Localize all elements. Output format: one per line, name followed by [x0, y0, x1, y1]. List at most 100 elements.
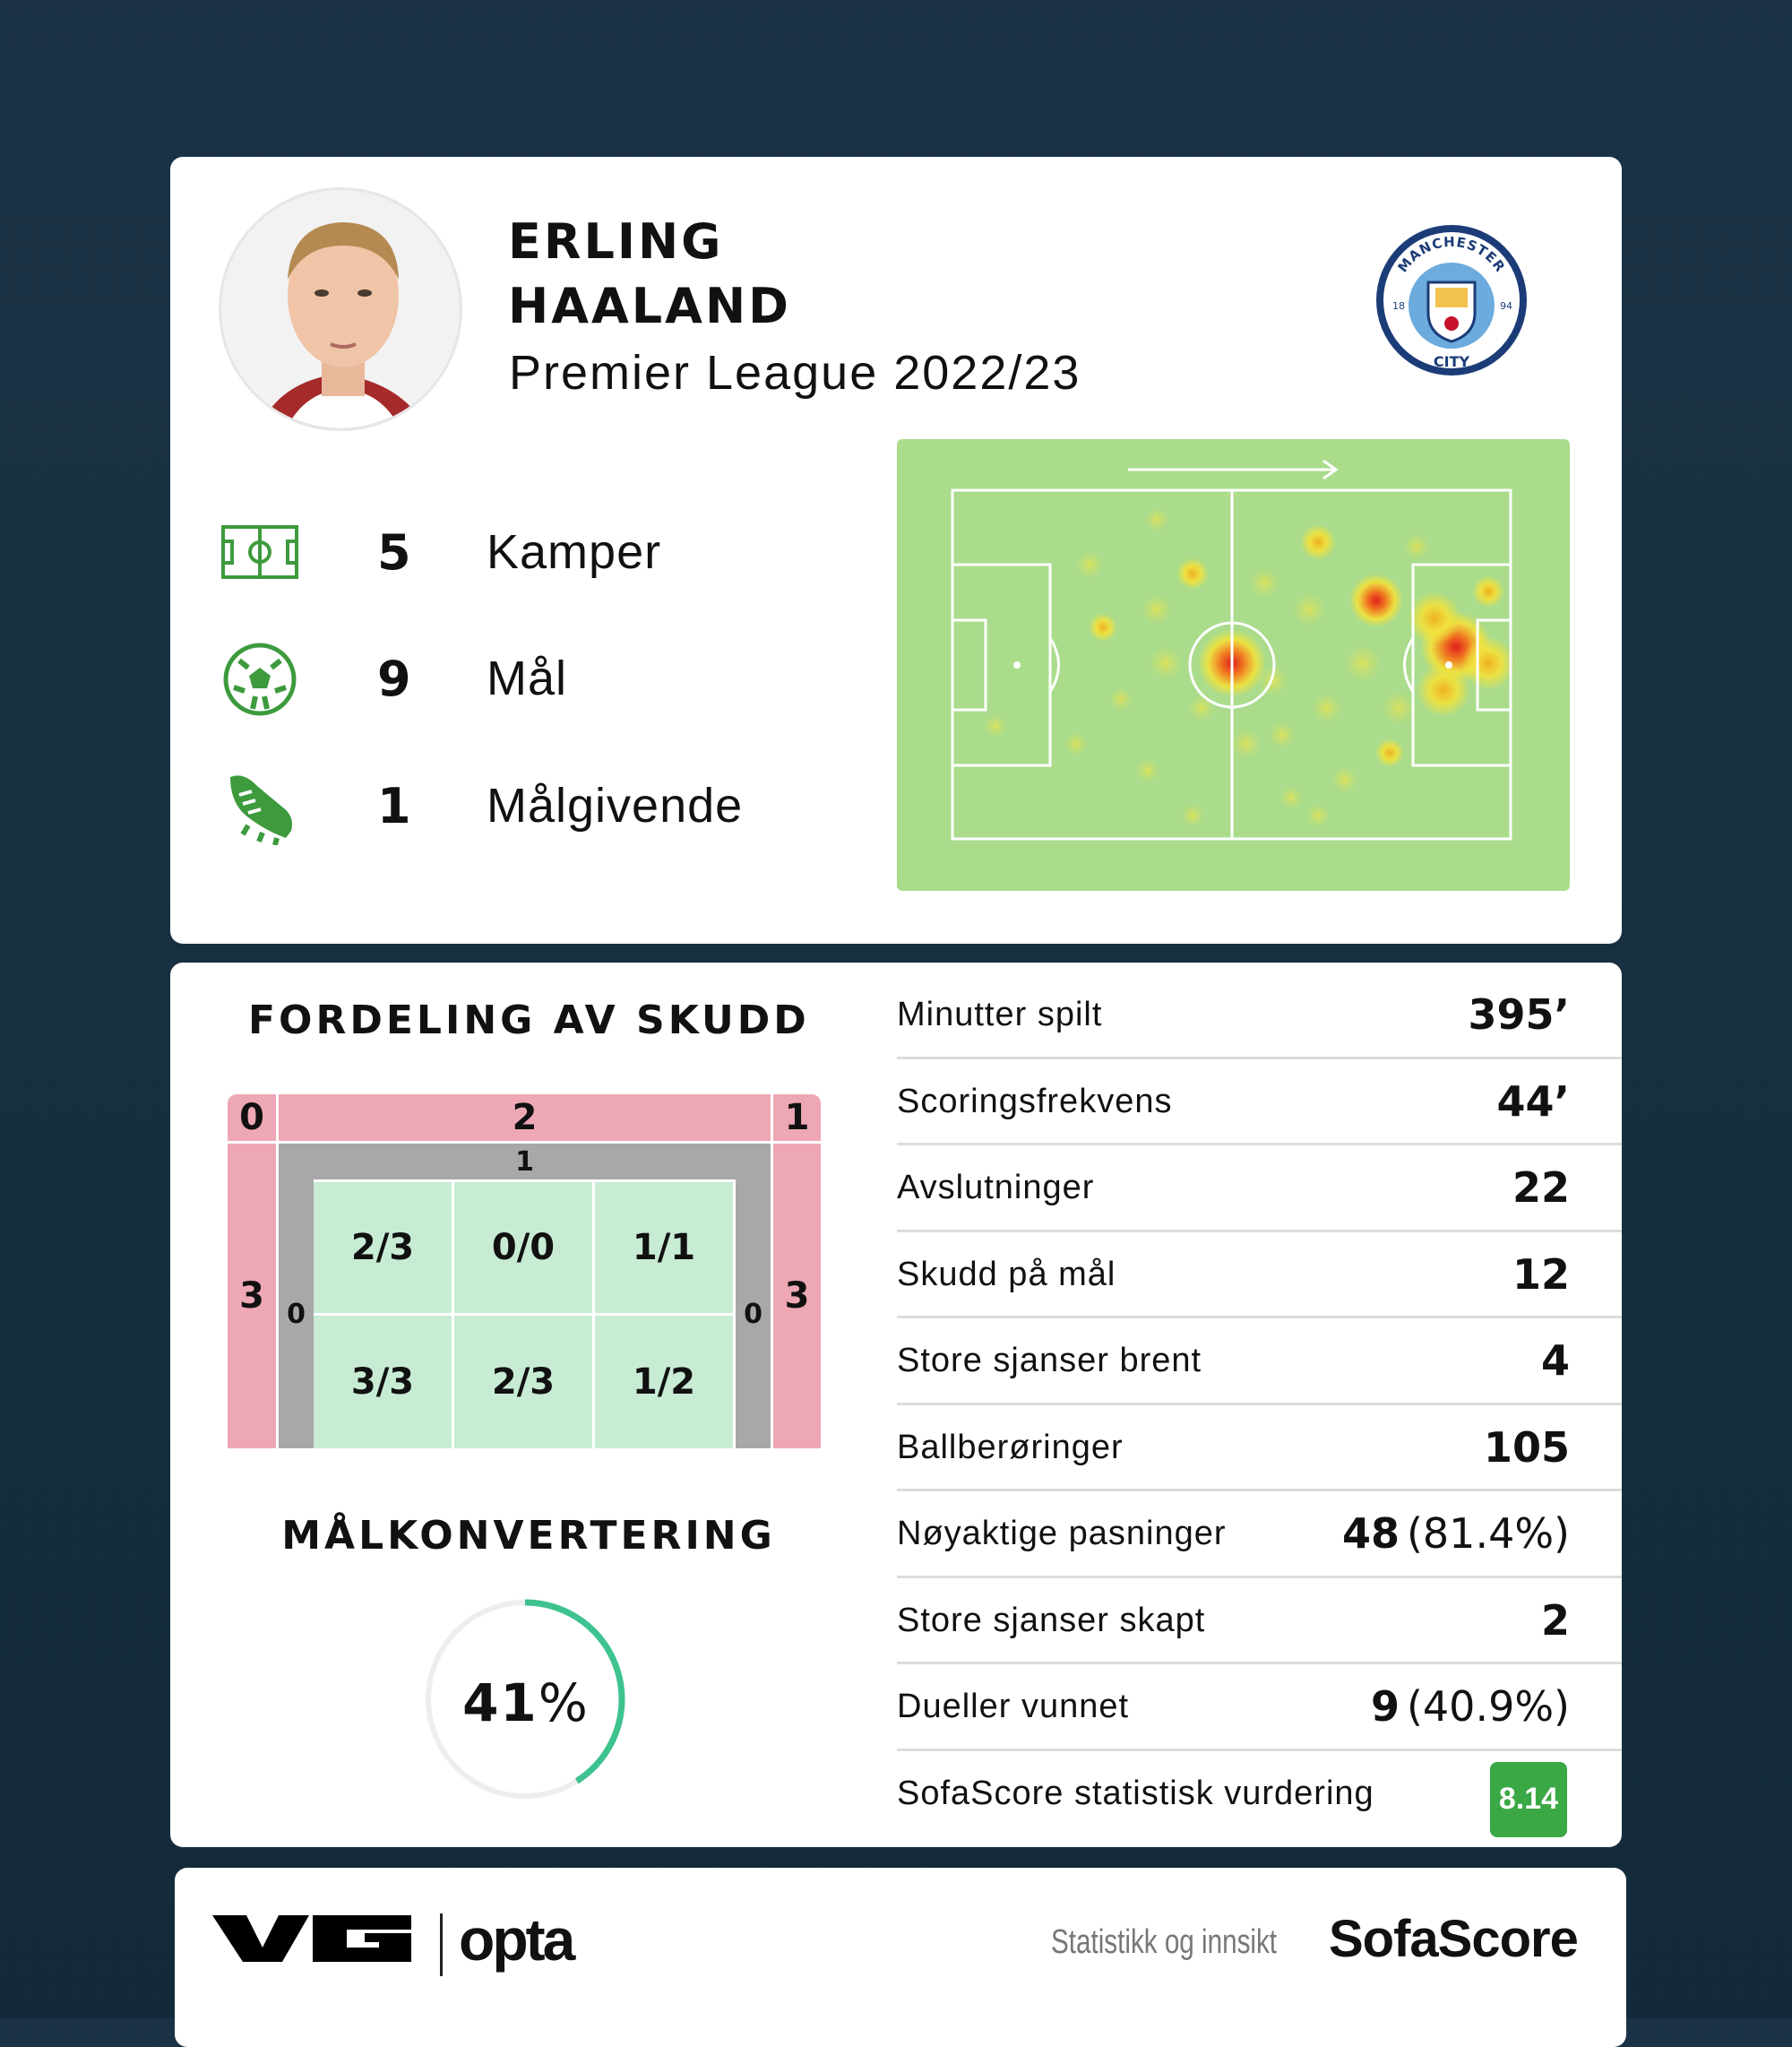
- opta-logo: opta: [459, 1906, 575, 1973]
- conversion-value: 41%: [462, 1672, 588, 1733]
- conversion-title: MÅLKONVERTERING: [281, 1513, 776, 1559]
- club-badge: MANCHESTER 18 94 CITY: [1374, 223, 1529, 377]
- stat-label: Minutter spilt: [897, 996, 1103, 1033]
- heatmap-spot: [1343, 643, 1383, 683]
- heatmap-blobs: [983, 507, 1515, 828]
- goals-value: 9: [377, 651, 411, 707]
- stat-value: 105: [1484, 1423, 1570, 1472]
- stat-value: 4: [1541, 1336, 1570, 1385]
- shots-outer-right: 3: [773, 1144, 821, 1448]
- stat-number: 48: [1341, 1509, 1400, 1558]
- stat-value: 44’: [1497, 1077, 1571, 1126]
- stat-value: 22: [1512, 1163, 1570, 1212]
- badge-text-bottom: CITY: [1434, 353, 1470, 370]
- heatmap-spot: [1089, 613, 1117, 642]
- stat-row: Avslutninger 22: [897, 1145, 1622, 1232]
- stat-value: 48 (81.4%): [1342, 1509, 1570, 1558]
- stat-row: Ballberøringer 105: [897, 1405, 1622, 1491]
- heatmap-spot: [1375, 738, 1404, 767]
- heatmap-spot: [1141, 593, 1173, 626]
- heatmap-spot: [1331, 765, 1359, 794]
- stat-value: 395’: [1469, 990, 1571, 1039]
- heatmap-spot: [1144, 507, 1169, 532]
- stat-number: 9: [1370, 1682, 1400, 1731]
- rating-badge: 8.14: [1490, 1761, 1567, 1837]
- assists-label: Målgivende: [487, 779, 744, 833]
- goal-zone-cell: 2/3: [314, 1182, 452, 1313]
- heatmap-spot: [1248, 566, 1280, 599]
- heatmap-spot: [1402, 532, 1431, 561]
- goal-zone-cell: 3/3: [314, 1316, 452, 1448]
- player-avatar: [219, 187, 462, 431]
- conversion-donut: 41%: [421, 1595, 629, 1803]
- shots-outer-top-right: 1: [773, 1094, 821, 1141]
- stat-row: Skudd på mål 12: [897, 1232, 1622, 1318]
- shots-outer-top: 2: [279, 1094, 771, 1141]
- heatmap: [897, 439, 1570, 891]
- matches-value: 5: [377, 524, 411, 581]
- footer-card: [175, 1868, 1626, 2047]
- stat-number: 44’: [1496, 1076, 1571, 1126]
- shots-post-left: 0: [279, 1179, 314, 1448]
- stat-label: Store sjanser brent: [897, 1342, 1202, 1379]
- heatmap-spot: [1187, 694, 1216, 722]
- heatmap-spot: [1268, 721, 1297, 749]
- stat-label: Scoringsfrekvens: [897, 1082, 1173, 1120]
- footer-divider: [440, 1913, 443, 1976]
- stat-percent: (81.4%): [1406, 1509, 1570, 1558]
- stat-number: 2: [1540, 1595, 1570, 1645]
- sofascore-logo: SofaScore: [1329, 1910, 1579, 1968]
- shot-distribution-title: FORDELING AV SKUDD: [248, 998, 810, 1043]
- heatmap-spot: [1461, 636, 1515, 690]
- stat-label: Nøyaktige pasninger: [897, 1515, 1227, 1552]
- stat-number: 395’: [1468, 990, 1571, 1039]
- heatmap-spot: [1305, 803, 1331, 828]
- vg-logo: [212, 1913, 414, 1967]
- stat-label: Store sjanser skapt: [897, 1601, 1206, 1639]
- stat-row: Scoringsfrekvens 44’: [897, 1059, 1622, 1145]
- heatmap-spot: [1148, 645, 1184, 681]
- heatmap-spot: [1180, 803, 1205, 828]
- stat-number: 22: [1512, 1163, 1570, 1212]
- stat-row: SofaScore statistisk vurdering 8.14: [897, 1751, 1622, 1838]
- assists-value: 1: [377, 778, 411, 834]
- player-last-name: HAALAND: [508, 278, 791, 334]
- footer-tagline: Statistikk og innsikt: [1051, 1923, 1278, 1961]
- goal-map: 0 2 1 3 3 1 0 0 2/3 0/0 1/1 3/3 2/3 1/2: [228, 1094, 821, 1448]
- shots-outer-left: 3: [228, 1144, 276, 1448]
- badge-year-left: 18: [1392, 300, 1405, 312]
- heatmap-spot: [1472, 575, 1504, 608]
- heatmap-spot: [1349, 574, 1403, 627]
- shots-post-right: 0: [736, 1179, 771, 1448]
- heatmap-spot: [1417, 663, 1470, 717]
- stat-percent: (40.9%): [1406, 1682, 1570, 1731]
- heatmap-spot: [1311, 692, 1343, 724]
- heatmap-spot: [1064, 731, 1089, 756]
- heatmap-spot: [1381, 690, 1417, 726]
- goal-zone-cell: 0/0: [454, 1182, 592, 1313]
- stat-number: 105: [1483, 1422, 1570, 1472]
- stat-value: 12: [1512, 1250, 1570, 1299]
- stat-row: Nøyaktige pasninger 48 (81.4%): [897, 1491, 1622, 1578]
- stat-number: 12: [1512, 1249, 1570, 1299]
- stat-label: Avslutninger: [897, 1169, 1095, 1206]
- heatmap-spot: [1075, 550, 1104, 579]
- badge-year-right: 94: [1500, 300, 1512, 312]
- heatmap-spot: [983, 713, 1008, 738]
- competition-label: Premier League 2022/23: [509, 346, 1081, 400]
- player-first-name: ERLING: [508, 213, 724, 270]
- stat-label: Ballberøringer: [897, 1428, 1124, 1466]
- goals-label: Mål: [487, 652, 568, 705]
- heatmap-spot: [1176, 557, 1209, 590]
- pitch-icon: [221, 514, 298, 592]
- stat-value: 9 (40.9%): [1371, 1682, 1570, 1731]
- heatmap-spot: [1279, 785, 1304, 810]
- heatmap-spot: [1408, 592, 1461, 645]
- goal-zone-cell: 1/2: [595, 1316, 733, 1448]
- stat-row: Store sjanser skapt 2: [897, 1578, 1622, 1664]
- goal-zone-cell: 1/1: [595, 1182, 733, 1313]
- pitch-lines: [951, 459, 1512, 841]
- stat-row: Minutter spilt 395’: [897, 972, 1622, 1059]
- shots-post-top: 1: [279, 1144, 771, 1179]
- shots-outer-top-left: 0: [228, 1094, 276, 1141]
